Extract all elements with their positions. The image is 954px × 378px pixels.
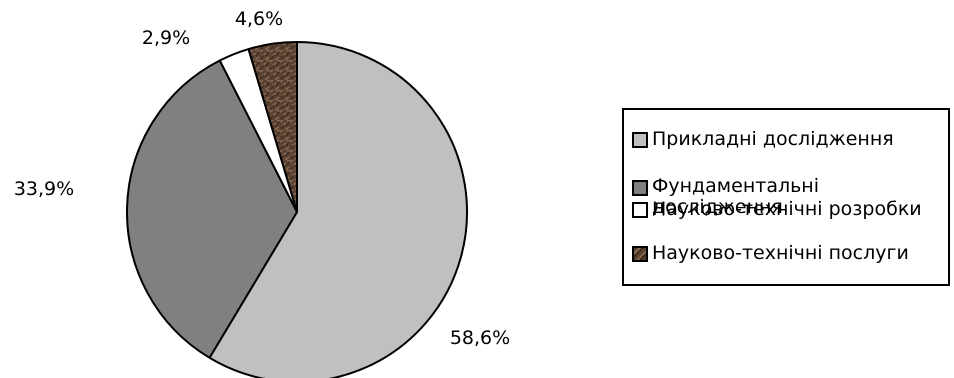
legend-label-scientific-technical-services: Науково-технічні послуги [652,242,909,264]
value-label-fundamental-research: 33,9% [14,178,74,200]
value-label-scientific-technical-services: 4,6% [235,8,283,30]
legend-item-scientific-technical-services: Науково-технічні послуги [632,242,909,264]
legend-swatch-scientific-technical-developments [632,202,648,218]
chart-legend: Прикладні дослідження Фундаментальні дос… [622,108,950,286]
pie-slice-fundamental-research [126,59,298,359]
legend-swatch-applied-research [632,132,648,148]
pie-slice-scientific-technical-services [247,41,298,213]
legend-item-applied-research: Прикладні дослідження [632,128,894,150]
pie-value-labels: 58,6% 33,9% 2,9% 4,6% [14,8,510,349]
value-label-applied-research: 58,6% [450,327,510,349]
pie-slice-applied-research [208,41,468,378]
legend-swatch-scientific-technical-services [632,246,648,262]
value-label-scientific-technical-developments: 2,9% [142,27,190,49]
legend-item-scientific-technical-developments: Науково-технічні розробки [632,198,922,220]
legend-swatch-fundamental-research [632,180,648,196]
pie-slices [126,41,468,378]
legend-label-scientific-technical-developments: Науково-технічні розробки [652,198,922,220]
legend-item-fundamental-research: Фундаментальні дослідження [632,176,842,218]
legend-label-applied-research: Прикладні дослідження [652,128,894,150]
legend-label-fundamental-research: Фундаментальні дослідження [652,175,820,218]
